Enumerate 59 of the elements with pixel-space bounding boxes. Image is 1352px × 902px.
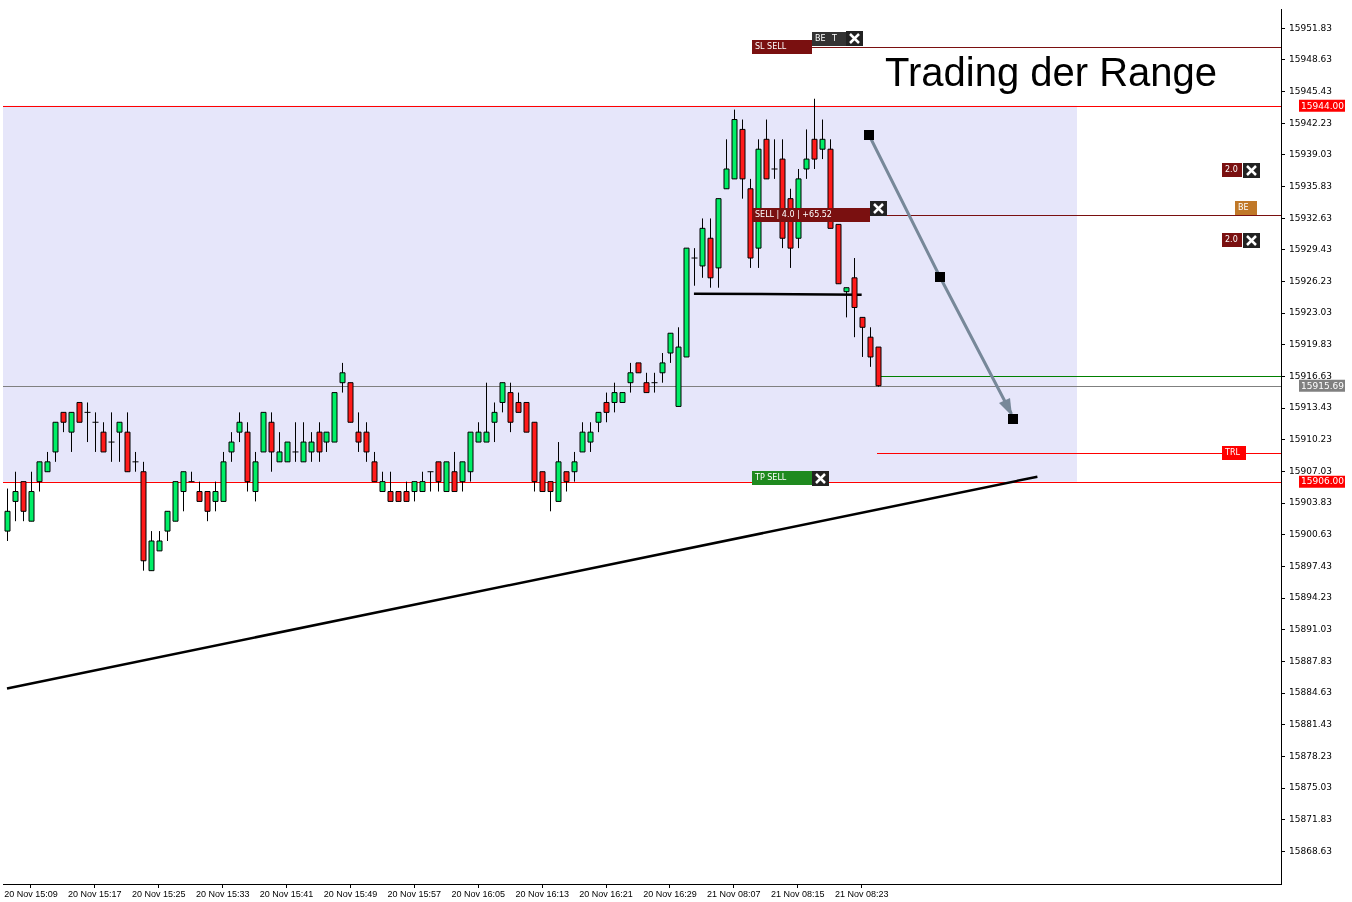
candlestick	[132, 451, 139, 473]
text: Trading der Range	[885, 50, 1218, 94]
y-tick-label: 15942.23	[1289, 117, 1332, 128]
annotation: BE	[1238, 202, 1249, 214]
candlestick	[84, 401, 91, 443]
y-tick-label: 15868.63	[1289, 845, 1332, 856]
candlestick	[188, 471, 195, 483]
y-tick-label: 15923.03	[1289, 307, 1332, 318]
x-tick-label: 20 Nov 15:41	[259, 888, 314, 899]
ref-line-label: SL SELL	[755, 41, 787, 54]
y-tick-label: 15875.03	[1289, 782, 1332, 793]
y-tick-label: 15907.03	[1289, 465, 1332, 476]
x-tick-label: 20 Nov 15:09	[4, 888, 58, 899]
annotation: T	[832, 33, 837, 45]
x-tick-label: 20 Nov 15:33	[195, 888, 250, 899]
y-tick-label: 15891.03	[1289, 624, 1332, 635]
y-tick-label: 15900.63	[1289, 529, 1332, 540]
ref-line-label: TRL	[1225, 446, 1240, 459]
x-tick-label: 21 Nov 08:23	[834, 888, 889, 899]
y-tick-label: 15913.43	[1289, 402, 1332, 413]
y-tick-label: 15916.63	[1289, 370, 1332, 381]
y-tick-label: 15881.43	[1289, 719, 1332, 730]
candlestick	[651, 372, 658, 394]
y-tick-label: 15884.63	[1289, 687, 1332, 698]
x-tick-label: 20 Nov 15:49	[323, 888, 378, 899]
y-tick-label: 15939.03	[1289, 149, 1332, 160]
x-tick-label: 20 Nov 15:17	[68, 888, 122, 899]
annotation: 2.0	[1225, 234, 1238, 246]
x-tick-label: 20 Nov 16:13	[515, 888, 569, 899]
ref-line-label: 15944.00	[1301, 100, 1345, 111]
y-tick-label: 15948.63	[1289, 54, 1332, 65]
y-tick-label: 15945.43	[1289, 85, 1332, 96]
y-tick-label: 15929.43	[1289, 244, 1332, 255]
y-tick-label: 15951.83	[1289, 22, 1332, 33]
candlestick	[92, 411, 99, 453]
y-tick-label: 15871.83	[1289, 814, 1332, 825]
annotation: 2.0	[1225, 164, 1238, 176]
y-tick-label: 15910.23	[1289, 434, 1332, 445]
x-tick-label: 21 Nov 08:07	[707, 888, 761, 899]
ref-line-label: SELL | 4.0 | +65.52	[755, 209, 832, 222]
x-tick-label: 21 Nov 08:15	[770, 888, 825, 899]
y-tick-label: 15887.83	[1289, 655, 1332, 666]
y-tick-label: 15903.83	[1289, 497, 1332, 508]
ref-line-label: 15915.69	[1301, 380, 1345, 391]
x-tick-label: 20 Nov 16:21	[579, 888, 633, 899]
x-tick-label: 20 Nov 16:05	[451, 888, 506, 899]
y-tick-label: 15932.63	[1289, 212, 1332, 223]
x-tick-label: 20 Nov 16:29	[643, 888, 697, 899]
candlestick	[108, 411, 115, 463]
y-tick-label: 15935.83	[1289, 180, 1332, 191]
ref-line-label: 15906.00	[1301, 476, 1345, 487]
y-tick-label: 15878.23	[1289, 750, 1332, 761]
y-tick-label: 15919.83	[1289, 339, 1332, 350]
x-tick-label: 20 Nov 15:57	[387, 888, 442, 899]
y-tick-label: 15894.23	[1289, 592, 1332, 603]
y-tick-label: 15897.43	[1289, 560, 1332, 571]
x-tick-label: 20 Nov 15:25	[131, 888, 186, 899]
y-tick-label: 15926.23	[1289, 275, 1332, 286]
annotation: TP SELL	[755, 472, 787, 484]
